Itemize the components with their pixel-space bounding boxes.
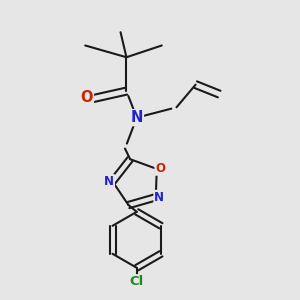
- Text: O: O: [80, 90, 93, 105]
- Text: N: N: [104, 175, 114, 188]
- Text: O: O: [155, 162, 165, 175]
- Text: N: N: [130, 110, 143, 125]
- Text: Cl: Cl: [130, 275, 144, 288]
- Text: N: N: [154, 191, 164, 204]
